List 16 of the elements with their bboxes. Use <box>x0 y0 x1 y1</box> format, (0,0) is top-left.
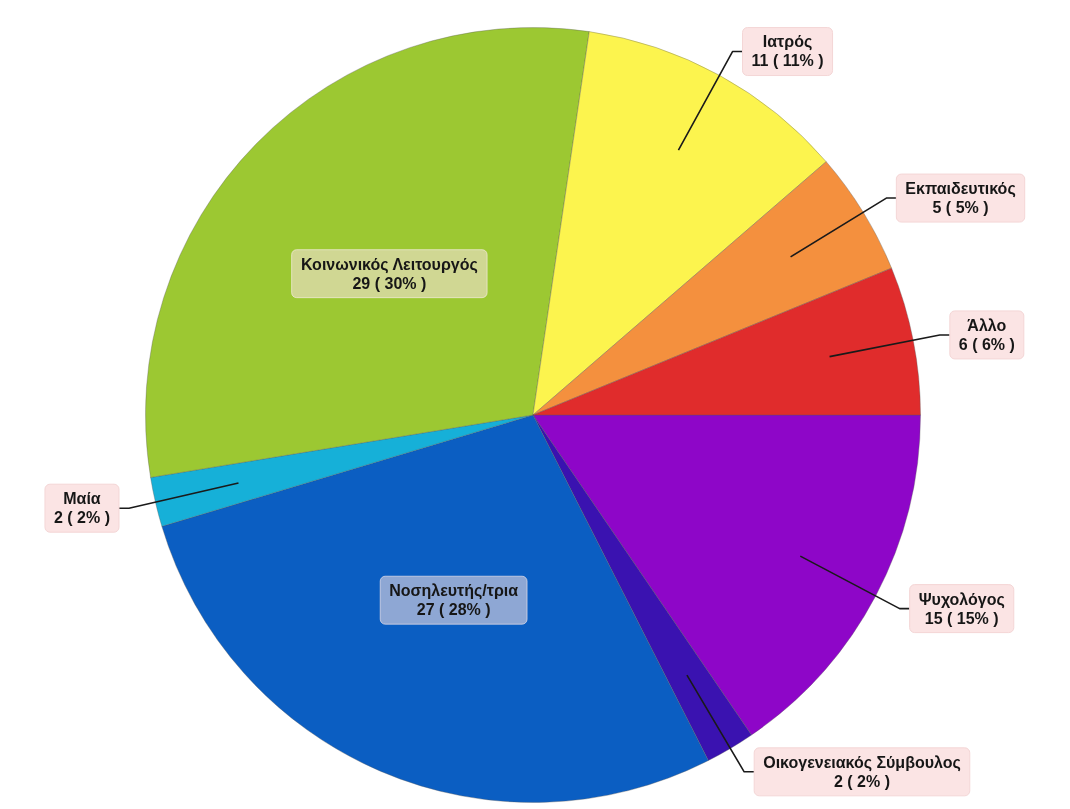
data-label: 29 ( 30% ) <box>352 274 427 292</box>
data-label: 6 ( 6% ) <box>958 335 1015 353</box>
slice-label: Άλλο <box>967 316 1007 334</box>
data-label: 11 ( 11% ) <box>751 52 824 70</box>
slice-label: Εκπαιδευτικός <box>905 179 1016 198</box>
data-label: 5 ( 5% ) <box>932 198 989 216</box>
data-label: 27 ( 28% ) <box>416 601 491 619</box>
data-label: 2 ( 2% ) <box>53 509 110 527</box>
slice-label: Νοσηλευτής/τρια <box>389 582 519 601</box>
slice-label: Οικογενειακός Σύμβουλος <box>763 753 961 772</box>
slice-label: Ψυχολόγος <box>918 590 1005 609</box>
slice-label: Ιατρός <box>762 33 813 52</box>
slice-label: Κοινωνικός Λειτουργός <box>300 255 478 274</box>
data-label: 2 ( 2% ) <box>833 772 890 790</box>
data-label: 15 ( 15% ) <box>924 609 999 627</box>
slice-label: Μαία <box>63 490 101 508</box>
